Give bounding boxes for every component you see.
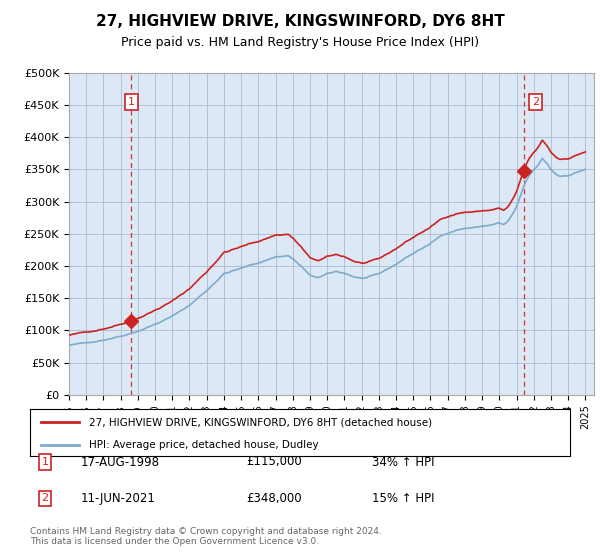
- Text: 2: 2: [41, 493, 49, 503]
- Text: £115,000: £115,000: [246, 455, 302, 469]
- Text: 34% ↑ HPI: 34% ↑ HPI: [372, 455, 434, 469]
- Text: 2: 2: [532, 97, 539, 107]
- Text: £348,000: £348,000: [246, 492, 302, 505]
- Text: HPI: Average price, detached house, Dudley: HPI: Average price, detached house, Dudl…: [89, 440, 319, 450]
- Text: Contains HM Land Registry data © Crown copyright and database right 2024.
This d: Contains HM Land Registry data © Crown c…: [30, 526, 382, 546]
- Text: 11-JUN-2021: 11-JUN-2021: [81, 492, 156, 505]
- Text: 27, HIGHVIEW DRIVE, KINGSWINFORD, DY6 8HT: 27, HIGHVIEW DRIVE, KINGSWINFORD, DY6 8H…: [95, 14, 505, 29]
- Text: 1: 1: [128, 97, 135, 107]
- Text: Price paid vs. HM Land Registry's House Price Index (HPI): Price paid vs. HM Land Registry's House …: [121, 36, 479, 49]
- Text: 15% ↑ HPI: 15% ↑ HPI: [372, 492, 434, 505]
- Text: 27, HIGHVIEW DRIVE, KINGSWINFORD, DY6 8HT (detached house): 27, HIGHVIEW DRIVE, KINGSWINFORD, DY6 8H…: [89, 417, 433, 427]
- Text: 1: 1: [41, 457, 49, 467]
- Text: 17-AUG-1998: 17-AUG-1998: [81, 455, 160, 469]
